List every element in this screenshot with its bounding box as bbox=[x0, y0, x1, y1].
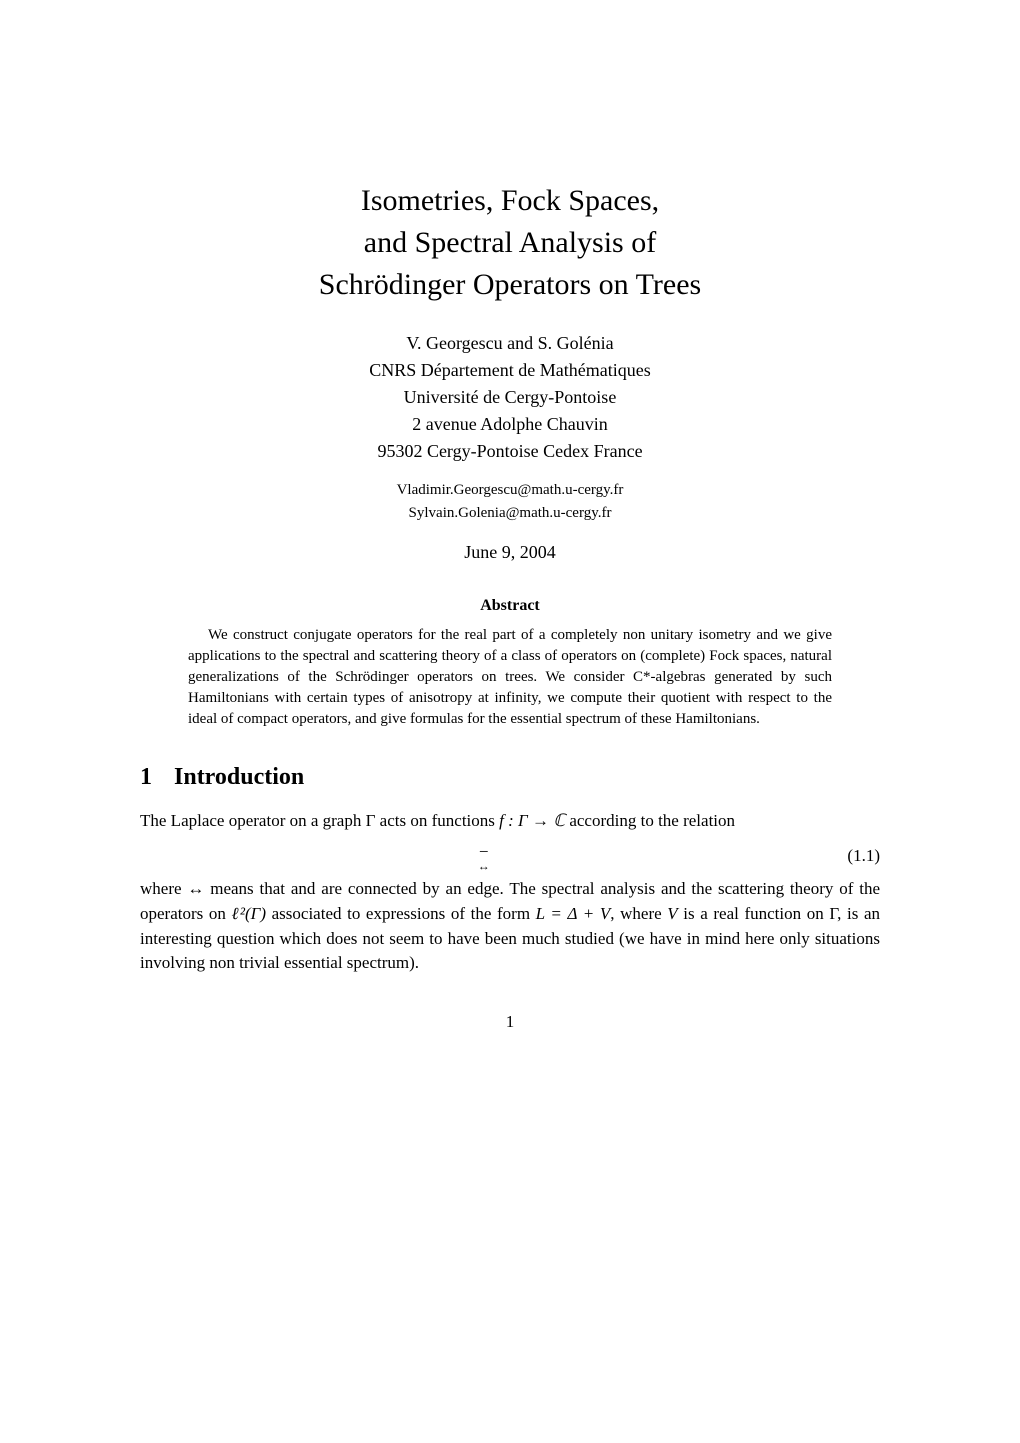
title-line-1: Isometries, Fock Spaces, bbox=[361, 184, 659, 217]
math-V: V bbox=[667, 904, 677, 923]
math-L-plus-V: L = Δ + V bbox=[536, 904, 611, 923]
equation-subscript: ↔ bbox=[478, 859, 490, 873]
intro-p1-text-2: according to the relation bbox=[565, 811, 735, 830]
paper-date: June 9, 2004 bbox=[140, 542, 880, 563]
intro-p2-text-5: associated to expressions of the form bbox=[266, 904, 536, 923]
math-leftrightarrow: ↔ bbox=[187, 879, 204, 898]
affiliation-line-4: 95302 Cergy-Pontoise Cedex France bbox=[377, 441, 642, 461]
math-f-map: f : Γ → ℂ bbox=[499, 811, 565, 830]
abstract-body: We construct conjugate operators for the… bbox=[140, 625, 880, 730]
equation-1-1-content: − ↔ bbox=[140, 842, 827, 872]
equation-1-1: − ↔ (1.1) bbox=[140, 842, 880, 872]
title-line-2: and Spectral Analysis of bbox=[364, 226, 656, 259]
abstract-text: We construct conjugate operators for the… bbox=[188, 627, 832, 727]
email-block: Vladimir.Georgescu@math.u-cergy.fr Sylva… bbox=[140, 479, 880, 524]
intro-p1-text-1: The Laplace operator on a graph Γ acts o… bbox=[140, 811, 499, 830]
affiliation-line-2: Université de Cergy-Pontoise bbox=[404, 387, 617, 407]
email-1: Vladimir.Georgescu@math.u-cergy.fr bbox=[397, 482, 624, 498]
title-line-3: Schrödinger Operators on Trees bbox=[319, 268, 701, 301]
intro-p2-text-3: and bbox=[291, 879, 321, 898]
paper-title: Isometries, Fock Spaces, and Spectral An… bbox=[140, 180, 880, 306]
intro-paragraph-2: where ↔ means that and are connected by … bbox=[140, 877, 880, 976]
equation-1-1-label: (1.1) bbox=[827, 846, 880, 866]
email-2: Sylvain.Golenia@math.u-cergy.fr bbox=[409, 505, 612, 521]
affiliation-line-1: CNRS Département de Mathématiques bbox=[369, 360, 650, 380]
author-names: V. Georgescu and S. Golénia bbox=[406, 333, 613, 353]
section-1-heading: 1 Introduction bbox=[140, 764, 880, 791]
abstract-heading: Abstract bbox=[140, 597, 880, 615]
affiliation-line-3: 2 avenue Adolphe Chauvin bbox=[412, 414, 607, 434]
page-number: 1 bbox=[140, 1012, 880, 1032]
intro-paragraph-1: The Laplace operator on a graph Γ acts o… bbox=[140, 809, 880, 834]
section-1-number: 1 bbox=[140, 764, 152, 791]
intro-p2-text-1: where bbox=[140, 879, 187, 898]
intro-p2-text-2: means that bbox=[204, 879, 291, 898]
author-block: V. Georgescu and S. Golénia CNRS Départe… bbox=[140, 330, 880, 465]
math-ell2: ℓ²(Γ) bbox=[231, 904, 266, 923]
intro-p2-text-6: , where bbox=[610, 904, 667, 923]
section-1-title: Introduction bbox=[174, 764, 304, 790]
